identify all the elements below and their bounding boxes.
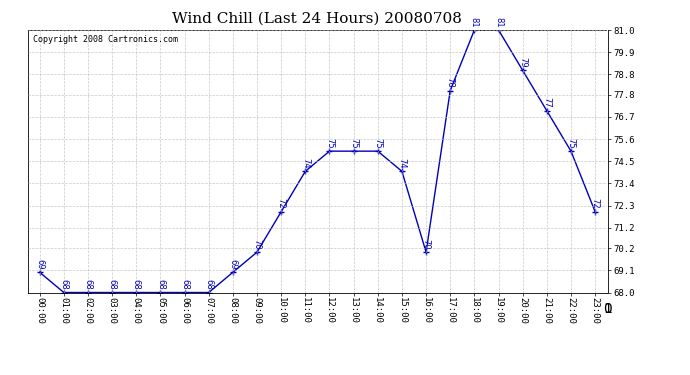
Text: 75: 75: [325, 138, 334, 148]
Text: 70: 70: [422, 239, 431, 249]
Text: 72: 72: [591, 198, 600, 209]
Text: 81: 81: [494, 16, 503, 27]
Text: 70: 70: [253, 239, 262, 249]
Text: 68: 68: [156, 279, 165, 290]
Text: 78: 78: [446, 77, 455, 88]
Text: 68: 68: [132, 279, 141, 290]
Text: 81: 81: [470, 16, 479, 27]
Text: 68: 68: [59, 279, 68, 290]
Text: 75: 75: [373, 138, 382, 148]
Text: 75: 75: [349, 138, 358, 148]
Text: 72: 72: [277, 198, 286, 209]
Text: 74: 74: [397, 158, 406, 169]
Text: Copyright 2008 Cartronics.com: Copyright 2008 Cartronics.com: [33, 35, 179, 44]
Text: 75: 75: [566, 138, 575, 148]
Text: 69: 69: [228, 259, 237, 270]
Text: 68: 68: [204, 279, 213, 290]
Text: 77: 77: [542, 97, 551, 108]
Text: 68: 68: [83, 279, 92, 290]
Text: 69: 69: [35, 259, 44, 270]
Text: 74: 74: [301, 158, 310, 169]
Text: Wind Chill (Last 24 Hours) 20080708: Wind Chill (Last 24 Hours) 20080708: [172, 11, 462, 25]
Text: 68: 68: [180, 279, 189, 290]
Text: 79: 79: [518, 57, 527, 68]
Text: 68: 68: [108, 279, 117, 290]
